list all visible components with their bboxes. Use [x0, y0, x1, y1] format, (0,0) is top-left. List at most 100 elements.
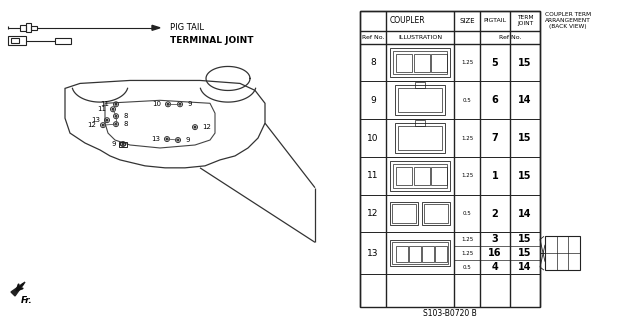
- Text: 2: 2: [492, 209, 499, 219]
- Bar: [422, 202, 450, 226]
- Text: 3: 3: [492, 234, 499, 244]
- Text: 1.25: 1.25: [461, 173, 473, 178]
- Text: 13: 13: [367, 249, 379, 258]
- Text: SIZE: SIZE: [459, 18, 475, 24]
- Text: 1: 1: [492, 171, 499, 181]
- Text: 16: 16: [488, 248, 502, 258]
- Bar: [26, 23, 31, 32]
- Bar: [119, 142, 127, 147]
- Circle shape: [167, 103, 169, 105]
- Text: 6: 6: [492, 95, 499, 105]
- Text: COUPLER TERM
ARRANGEMENT
(BACK VIEW): COUPLER TERM ARRANGEMENT (BACK VIEW): [545, 12, 591, 28]
- Text: 7: 7: [492, 133, 499, 143]
- Circle shape: [115, 103, 116, 105]
- Circle shape: [115, 115, 116, 117]
- Bar: [120, 142, 125, 145]
- Bar: [8, 36, 26, 45]
- Bar: [392, 204, 416, 223]
- Bar: [392, 242, 448, 264]
- Bar: [360, 11, 540, 307]
- Bar: [11, 38, 19, 43]
- Circle shape: [122, 143, 124, 145]
- Text: 0.5: 0.5: [463, 211, 472, 216]
- Circle shape: [194, 126, 196, 128]
- Text: 13: 13: [91, 117, 100, 123]
- Text: 14: 14: [518, 262, 532, 272]
- Bar: [20, 25, 26, 31]
- Text: S103-B0720 B: S103-B0720 B: [423, 309, 477, 318]
- Text: 10: 10: [152, 101, 161, 107]
- Bar: [390, 48, 450, 78]
- Bar: [390, 202, 418, 226]
- Bar: [390, 161, 450, 191]
- Text: 14: 14: [518, 209, 532, 219]
- Text: 15: 15: [518, 133, 532, 143]
- Text: TERM
JOINT: TERM JOINT: [516, 15, 533, 26]
- Circle shape: [115, 123, 116, 125]
- Text: 12: 12: [87, 122, 96, 128]
- Text: 15: 15: [518, 57, 532, 68]
- Bar: [396, 54, 412, 71]
- Text: 0.5: 0.5: [463, 265, 472, 270]
- Bar: [415, 82, 425, 88]
- Bar: [395, 85, 445, 115]
- Bar: [422, 246, 434, 262]
- Text: 8: 8: [123, 121, 127, 127]
- Text: 8: 8: [123, 113, 127, 119]
- Bar: [431, 54, 447, 71]
- Text: 1.25: 1.25: [461, 136, 473, 141]
- Bar: [55, 38, 71, 44]
- Text: 9: 9: [111, 141, 116, 147]
- Bar: [385, 11, 387, 30]
- Text: 1.25: 1.25: [461, 237, 473, 242]
- Text: TERMINAL JOINT: TERMINAL JOINT: [170, 36, 253, 45]
- Bar: [393, 51, 447, 74]
- Text: PIG TAIL: PIG TAIL: [170, 23, 204, 32]
- Text: PIGTAIL: PIGTAIL: [483, 19, 507, 23]
- Circle shape: [166, 138, 168, 140]
- Text: 14: 14: [518, 95, 532, 105]
- Bar: [413, 167, 429, 185]
- Text: ILLUSTRATION: ILLUSTRATION: [398, 35, 442, 40]
- Bar: [545, 236, 580, 270]
- Text: 15: 15: [518, 234, 532, 244]
- Bar: [431, 167, 447, 185]
- Bar: [393, 164, 447, 188]
- Text: 11: 11: [100, 101, 109, 107]
- Bar: [415, 120, 425, 126]
- Bar: [435, 246, 447, 262]
- Text: 15: 15: [518, 248, 532, 258]
- Text: 9: 9: [370, 96, 376, 105]
- Text: 1.25: 1.25: [461, 251, 473, 256]
- Bar: [424, 204, 448, 223]
- Text: 15: 15: [518, 171, 532, 181]
- Text: 4: 4: [492, 262, 499, 272]
- Text: 8: 8: [370, 58, 376, 67]
- Bar: [409, 246, 421, 262]
- Text: 11: 11: [367, 171, 379, 180]
- Text: 11: 11: [97, 106, 106, 112]
- Polygon shape: [152, 25, 160, 30]
- Text: 5: 5: [492, 57, 499, 68]
- Text: 9: 9: [187, 101, 191, 107]
- Circle shape: [102, 124, 104, 126]
- Bar: [390, 240, 450, 266]
- Bar: [31, 26, 37, 30]
- Text: 10: 10: [367, 134, 379, 143]
- Circle shape: [112, 108, 114, 110]
- Text: 1.25: 1.25: [461, 60, 473, 65]
- Bar: [398, 88, 442, 112]
- Bar: [398, 126, 442, 150]
- Text: COUPLER: COUPLER: [389, 16, 425, 25]
- Bar: [396, 246, 408, 262]
- Text: Ref No.: Ref No.: [499, 35, 521, 40]
- Bar: [413, 54, 429, 71]
- Circle shape: [179, 103, 181, 105]
- Text: 12: 12: [202, 124, 211, 130]
- Text: Fr.: Fr.: [21, 296, 33, 305]
- Text: 0.5: 0.5: [463, 98, 472, 103]
- Polygon shape: [11, 282, 25, 296]
- Bar: [395, 123, 445, 153]
- Text: 12: 12: [367, 209, 379, 218]
- Text: 13: 13: [151, 136, 160, 142]
